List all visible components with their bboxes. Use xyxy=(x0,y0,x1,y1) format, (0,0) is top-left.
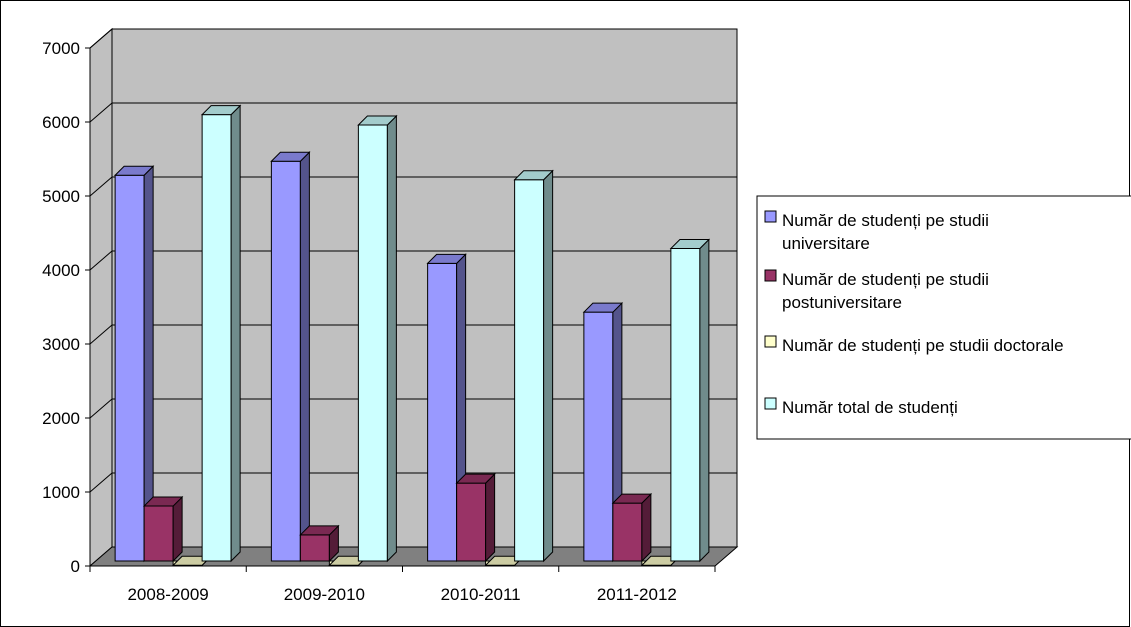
y-tick-label: 6000 xyxy=(42,113,80,132)
bar-side xyxy=(299,151,310,563)
bar-top xyxy=(669,239,711,250)
bar-top xyxy=(113,165,155,176)
y-tick-label: 1000 xyxy=(42,483,80,502)
legend-item: Număr de studenți pe studii universitare xyxy=(764,210,989,253)
legend-swatch xyxy=(764,269,777,282)
bar xyxy=(270,151,311,563)
bar-front xyxy=(456,482,487,562)
bar xyxy=(669,238,711,563)
bar-top xyxy=(455,473,496,484)
legend-item: Număr total de studenți xyxy=(764,397,958,417)
bar-top xyxy=(270,151,311,162)
bar-front xyxy=(270,160,301,562)
bar xyxy=(611,492,653,563)
bar xyxy=(582,301,624,563)
y-tick-label: 4000 xyxy=(42,261,80,280)
bar-front xyxy=(201,114,232,562)
bar-top xyxy=(426,253,467,264)
legend-label: Număr de studenți pe studii xyxy=(782,211,989,230)
legend-swatch xyxy=(764,210,777,223)
plot-area xyxy=(88,27,739,568)
legend-box xyxy=(756,195,1131,440)
side-wall xyxy=(89,27,113,568)
bar-top xyxy=(582,302,624,313)
bar-front xyxy=(583,311,614,562)
bar-top xyxy=(357,115,398,126)
bar-top xyxy=(611,493,653,504)
legend-label: Număr total de studenți xyxy=(782,398,958,417)
bar-side xyxy=(386,114,397,563)
bar-front xyxy=(357,124,388,562)
bar xyxy=(200,104,242,563)
gridline-side xyxy=(89,102,113,123)
legend-item: Număr de studenți pe studii doctorale xyxy=(764,335,1064,355)
legend-label: postuniversitare xyxy=(782,293,902,312)
bar-front xyxy=(299,534,330,562)
legend-swatch xyxy=(764,397,777,410)
x-tick-label: 2008-2009 xyxy=(127,585,208,604)
bar xyxy=(357,114,398,563)
bar-side xyxy=(172,495,183,563)
y-tick-label: 2000 xyxy=(42,409,80,428)
gridline-side xyxy=(89,250,113,271)
bar-top xyxy=(299,525,340,536)
bar-side xyxy=(485,472,496,563)
y-tick-label: 0 xyxy=(71,557,80,576)
x-tick-label: 2010-2011 xyxy=(441,585,521,604)
bar-side xyxy=(699,238,710,563)
bar-front xyxy=(143,505,174,562)
bar xyxy=(484,550,525,567)
bar-front xyxy=(427,262,458,562)
legend-label: Număr de studenți pe studii doctorale xyxy=(782,336,1064,355)
bar-side xyxy=(230,104,241,563)
bar xyxy=(113,165,155,563)
x-tick-label: 2011-2012 xyxy=(597,585,677,604)
bar xyxy=(455,472,496,563)
bar-front xyxy=(670,248,701,562)
x-tick-label: 2009-2010 xyxy=(284,585,365,604)
bars xyxy=(113,104,711,567)
legend-swatch xyxy=(764,335,777,348)
legend-item: Număr de studenți pe studii postuniversit… xyxy=(764,269,989,312)
legend-label: universitare xyxy=(782,234,870,253)
gridline-side xyxy=(89,28,113,49)
bar-front xyxy=(612,502,643,562)
legend-label: Număr de studenți pe studii xyxy=(782,270,989,289)
y-tick-label: 7000 xyxy=(42,39,80,58)
bar-top xyxy=(200,105,242,116)
gridline-side xyxy=(89,472,113,493)
gridline-side xyxy=(89,176,113,197)
gridline-side xyxy=(89,398,113,419)
bar-top xyxy=(513,170,554,181)
legend: Număr de studenți pe studiiuniversitareN… xyxy=(756,195,1131,440)
y-tick-label: 3000 xyxy=(42,335,80,354)
bar xyxy=(142,495,184,563)
y-tick-label: 5000 xyxy=(42,187,80,206)
bar xyxy=(513,169,554,563)
bar-front xyxy=(514,179,545,562)
gridline-side xyxy=(89,324,113,345)
bar-side xyxy=(641,492,652,563)
bar xyxy=(299,524,340,563)
axes: 0 1000 2000 3000 4000 5000 6000 7000 2008-2009 20… xyxy=(42,39,716,604)
bar-top xyxy=(142,496,184,507)
bar-front xyxy=(114,174,145,562)
bar-side xyxy=(543,169,554,563)
